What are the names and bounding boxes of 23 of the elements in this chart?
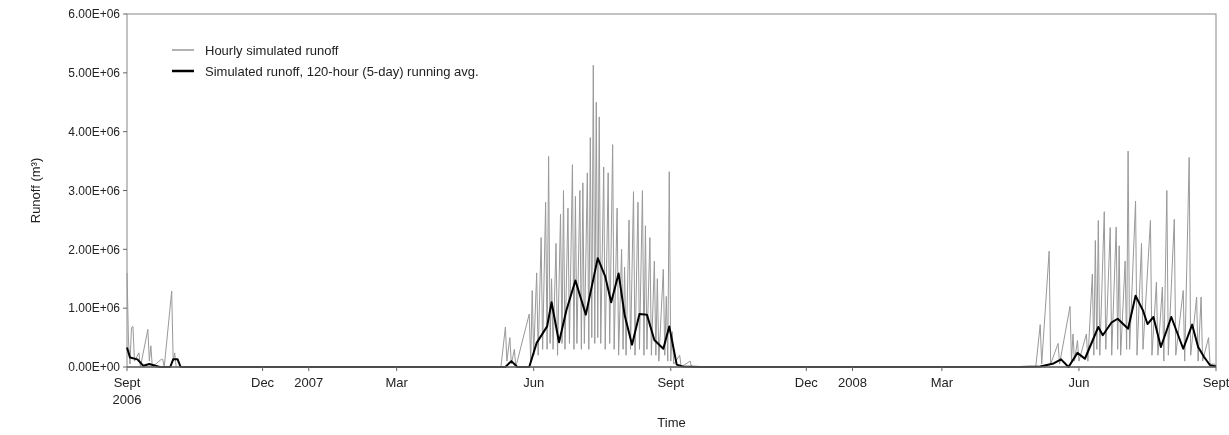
x-tick-label: Jun xyxy=(523,375,545,390)
legend-label: Hourly simulated runoff xyxy=(205,42,339,58)
y-tick-label: 0.00E+00 xyxy=(68,360,121,375)
y-tick-label: 4.00E+06 xyxy=(68,124,121,139)
x-tick-label: Dec xyxy=(794,375,819,390)
x-tick-label: 2008 xyxy=(838,375,867,390)
x-tick-label: 2007 xyxy=(294,375,324,390)
y-tick-label: 1.00E+06 xyxy=(68,301,121,316)
y-tick-label: 5.00E+06 xyxy=(68,66,121,81)
legend-label: Simulated runoff, 120-hour (5-day) running avg. xyxy=(205,63,479,79)
x-tick-label: Sept xyxy=(1202,375,1229,390)
y-axis-title: Runoff (m³) xyxy=(28,157,43,224)
y-tick-label: 6.00E+06 xyxy=(68,7,121,22)
x-tick-label: Sept xyxy=(657,375,685,390)
x-tick-label: Jun xyxy=(1068,375,1090,390)
line-series xyxy=(126,64,1217,368)
x-tick-label: Mar xyxy=(385,375,409,390)
x-tick-label: Mar xyxy=(930,375,954,390)
y-tick-label: 2.00E+06 xyxy=(68,242,121,257)
y-tick-label: 3.00E+06 xyxy=(68,183,121,198)
x-tick-label: Dec xyxy=(251,375,275,390)
x-axis-title: Time xyxy=(657,415,686,430)
x-tick-label: Sept 2006 xyxy=(112,375,142,407)
